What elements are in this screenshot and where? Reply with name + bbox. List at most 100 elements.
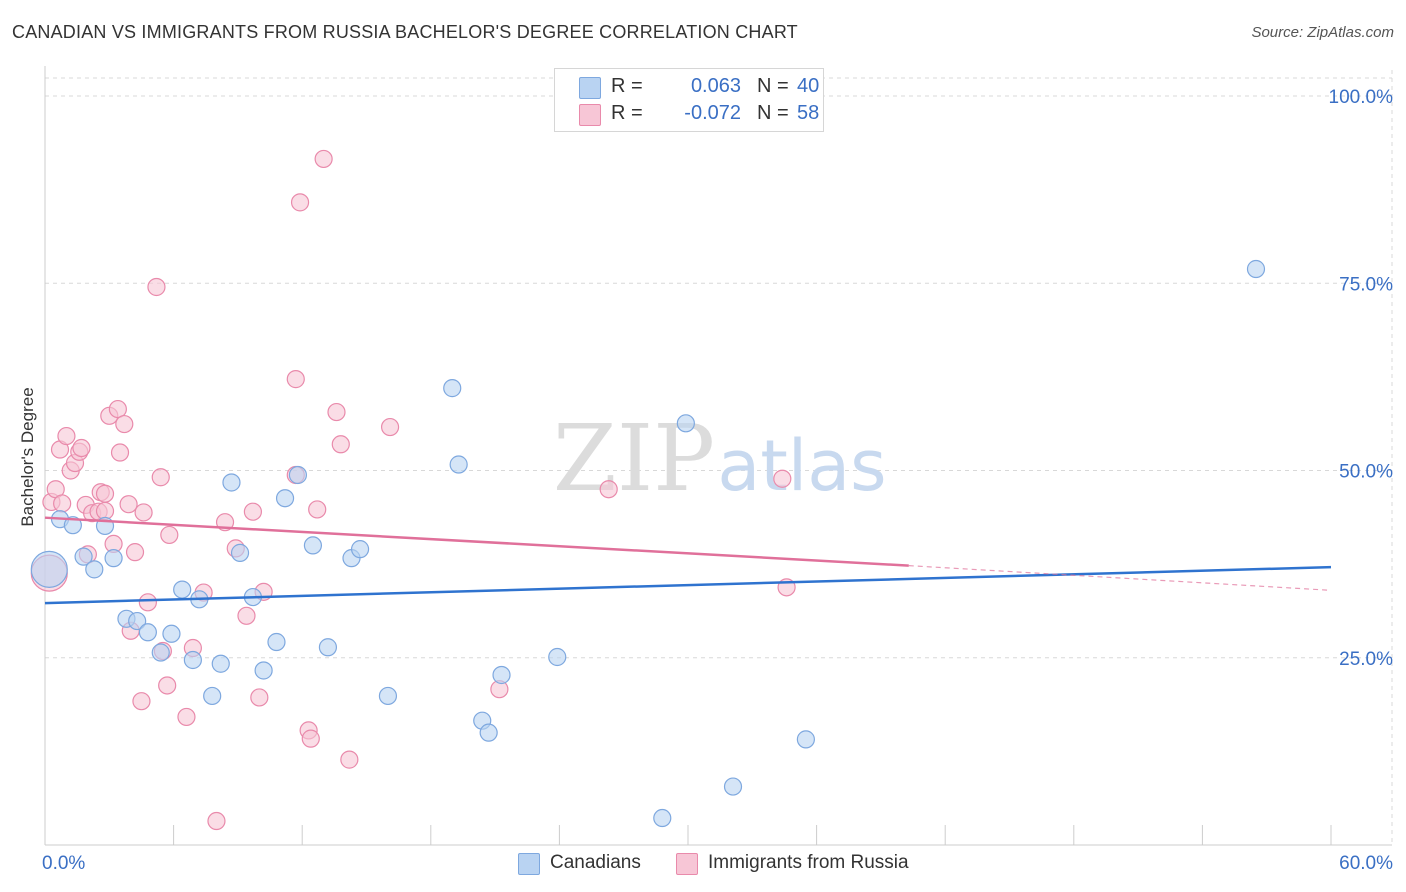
canadians-point: [230, 543, 250, 562]
canadians-point: [203, 686, 222, 706]
russia-point: [327, 402, 346, 422]
canadians-point: [449, 455, 468, 474]
canadians-point: [275, 489, 295, 508]
russia-point: [134, 503, 153, 522]
chart-title: CANADIAN VS IMMIGRANTS FROM RUSSIA BACHE…: [12, 22, 798, 42]
russia-point: [53, 494, 72, 513]
n-value: 58: [797, 102, 820, 124]
y-tick-label: 100.0%: [1329, 87, 1394, 108]
canadians-point: [350, 540, 370, 559]
canadians-point: [211, 654, 230, 673]
x-tick-label-max: 60.0%: [1339, 853, 1393, 874]
russia-point: [108, 399, 127, 419]
r-value: -0.072: [684, 102, 741, 124]
russia-point: [331, 435, 350, 454]
russia-point: [151, 468, 170, 487]
russia-point: [95, 484, 115, 503]
canadians-point: [318, 638, 338, 657]
russia-point: [160, 525, 179, 545]
axes: [44, 66, 1392, 846]
russia-point: [132, 692, 151, 711]
russia-point: [380, 417, 400, 437]
watermark-atlas: atlas: [717, 425, 886, 507]
canadians-point: [162, 624, 181, 643]
canadians-point: [151, 643, 170, 662]
y-tick-label: 25.0%: [1339, 649, 1393, 670]
russia-point: [110, 443, 130, 462]
y-axis-label: Bachelor's Degree: [18, 387, 37, 526]
russia-point: [125, 543, 145, 562]
canadians-legend-swatch: [518, 853, 540, 875]
russia-point: [340, 750, 359, 769]
russia-point: [250, 688, 269, 707]
canadians-point: [63, 516, 82, 535]
r-label: R =: [611, 102, 643, 124]
series-canadians-points: [30, 259, 1266, 828]
russia-swatch: [579, 104, 601, 126]
legend-label-canadians: Canadians: [550, 852, 641, 873]
russia-point: [286, 370, 305, 389]
canadians-point: [173, 580, 192, 599]
grid-lines: [45, 70, 1393, 845]
canadians-point: [104, 549, 123, 568]
canadians-point: [1246, 259, 1266, 279]
n-label: N =: [757, 102, 789, 124]
canadians-point: [796, 730, 815, 749]
russia-point: [138, 593, 157, 612]
russia-point: [119, 495, 138, 514]
source-label: Source: ZipAtlas.com: [1251, 24, 1394, 41]
russia-point: [177, 707, 196, 727]
russia-point: [237, 606, 256, 625]
legend-label-russia: Immigrants from Russia: [708, 852, 909, 873]
canadians-point: [548, 647, 567, 667]
russia-point: [158, 676, 177, 695]
canadians-point: [74, 547, 93, 566]
russia-point: [308, 500, 327, 519]
russia-legend-swatch: [676, 853, 698, 875]
russia-point: [773, 469, 792, 488]
canadians-point: [267, 632, 286, 652]
trend-lines: [44, 516, 1332, 605]
y-tick-label: 75.0%: [1339, 274, 1393, 295]
canadians-point: [288, 465, 308, 485]
n-label: N =: [757, 75, 789, 97]
canadians-point: [222, 473, 241, 492]
russia-point: [290, 193, 310, 212]
canadians-swatch: [579, 77, 601, 99]
r-label: R =: [611, 75, 643, 97]
canadians-point: [183, 650, 202, 670]
x-tick-label-min: 0.0%: [42, 853, 85, 874]
n-value: 40: [797, 75, 820, 97]
russia-point: [115, 414, 134, 434]
canadians-point: [30, 550, 68, 588]
russia-point: [599, 480, 618, 499]
canadians-point: [303, 536, 323, 555]
canadians-trend-line: [44, 565, 1332, 605]
canadians-point: [128, 611, 147, 631]
canadians-point: [492, 665, 511, 685]
canadians-point: [85, 560, 104, 579]
y-tick-label: 50.0%: [1339, 462, 1393, 483]
russia-point: [72, 438, 91, 458]
russia-point: [57, 426, 76, 446]
russia-point: [301, 729, 320, 748]
russia-trend-extension: [908, 565, 1332, 591]
canadians-point: [378, 686, 398, 706]
stats-legend: R = 0.063 N = 40 R = -0.072 N = 58: [554, 68, 824, 132]
russia-point: [314, 149, 333, 169]
tick-labels: 25.0% 50.0% 75.0% 100.0% 0.0% 60.0%: [42, 87, 1393, 874]
russia-trend-line: [44, 516, 909, 567]
canadians-point: [653, 808, 672, 828]
canadians-point: [138, 623, 157, 642]
r-value: 0.063: [690, 75, 741, 97]
russia-point: [147, 277, 166, 297]
russia-point: [207, 811, 226, 831]
canadians-point: [723, 777, 743, 796]
canadians-point: [676, 414, 695, 433]
russia-point: [243, 502, 263, 521]
canadians-point: [443, 379, 462, 398]
canadians-point: [254, 661, 273, 680]
canadians-point: [479, 723, 498, 742]
series-legend: Canadians Immigrants from Russia: [0, 852, 1406, 878]
